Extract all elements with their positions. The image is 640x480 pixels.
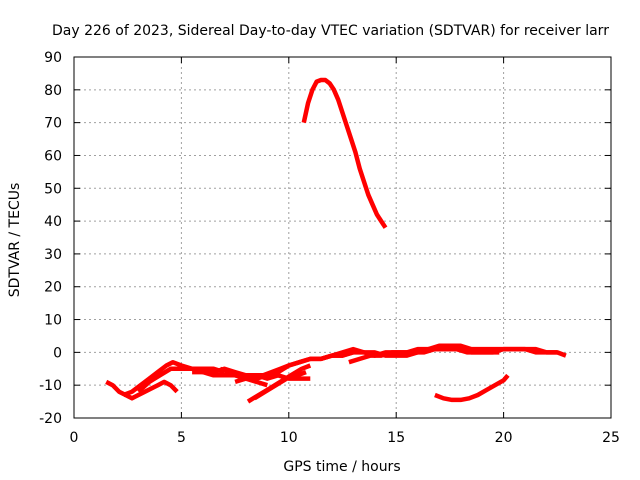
x-tick-label: 10 <box>280 430 298 446</box>
series-line-arc-2 <box>122 359 226 398</box>
series-line-arc-5 <box>219 363 290 381</box>
y-tick-label: 40 <box>44 214 62 230</box>
x-axis-label: GPS time / hours <box>283 459 400 475</box>
series-line-arc-12 <box>348 346 500 365</box>
x-tick-label: 5 <box>177 430 186 446</box>
y-tick-label: 90 <box>44 50 62 66</box>
y-tick-labels: -20 -10 0 10 20 30 40 50 60 70 80 90 <box>39 50 62 427</box>
y-tick-label: 60 <box>44 148 62 164</box>
series-line-arc-4 <box>192 369 268 388</box>
y-tick-label: 30 <box>44 247 62 263</box>
x-tick-label: 25 <box>602 430 620 446</box>
series-line-arc-13 <box>434 373 510 403</box>
x-tick-label: 0 <box>70 430 79 446</box>
y-tick-label: 80 <box>44 83 62 99</box>
chart-title: Day 226 of 2023, Sidereal Day-to-day VTE… <box>52 23 609 39</box>
y-tick-label: 20 <box>44 280 62 296</box>
y-tick-label: 50 <box>44 181 62 197</box>
x-tick-label: 20 <box>495 430 513 446</box>
y-axis-label: SDTVAR / TECUs <box>7 183 23 298</box>
y-tick-label: 10 <box>44 313 62 329</box>
x-tick-labels: 0 5 10 15 20 25 <box>70 430 620 446</box>
x-tick-label: 15 <box>387 430 405 446</box>
y-tick-label: 0 <box>53 345 62 361</box>
series-line-arc-11 <box>320 343 558 362</box>
y-tick-label: 70 <box>44 116 62 132</box>
grid-layer <box>74 57 611 418</box>
series-line-arc-8 <box>253 369 307 401</box>
tick-layer <box>73 56 612 419</box>
series-line-arc-14 <box>301 77 388 229</box>
y-tick-label: -10 <box>39 378 62 394</box>
series-layer <box>105 77 567 404</box>
y-tick-label: -20 <box>39 411 62 427</box>
series-line-arc-1 <box>105 379 179 401</box>
plot-frame <box>73 56 612 419</box>
